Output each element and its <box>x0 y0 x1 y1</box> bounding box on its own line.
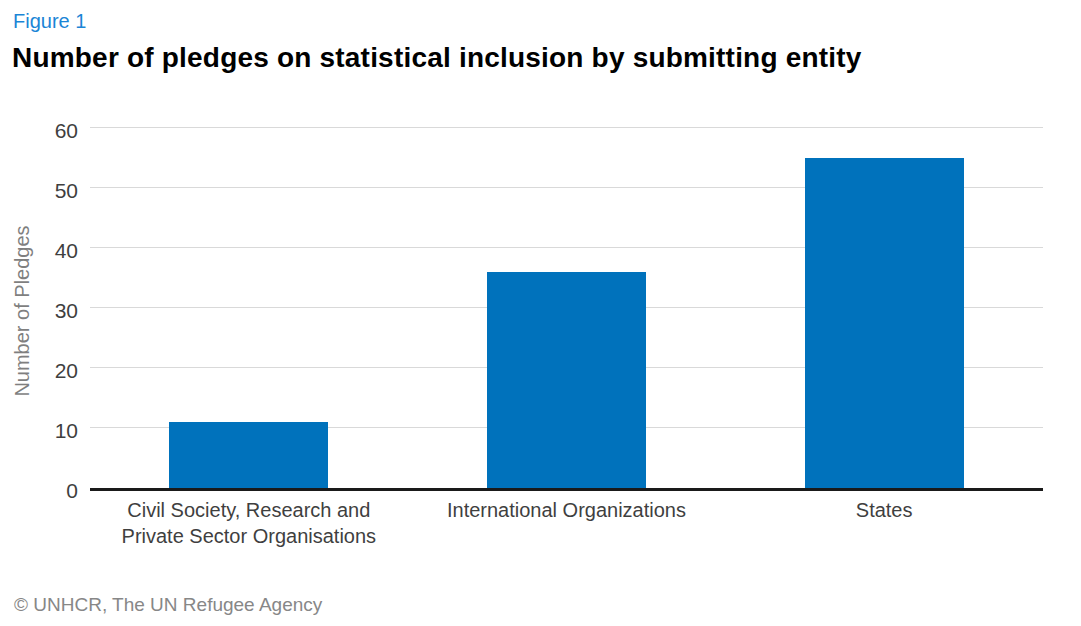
figure-page: Figure 1 Number of pledges on statistica… <box>0 0 1081 626</box>
bar-chart: Number of Pledges 0102030405060 Civil So… <box>0 0 1081 626</box>
x-category-label-states: States <box>725 497 1043 523</box>
y-tick-label-50: 50 <box>0 179 78 203</box>
y-tick-label-40: 40 <box>0 239 78 263</box>
bar-international-organizations <box>487 272 646 488</box>
bar-states <box>805 158 964 488</box>
y-tick-label-30: 30 <box>0 299 78 323</box>
y-tick-labels: 0102030405060 <box>0 131 78 491</box>
y-tick-label-0: 0 <box>0 479 78 503</box>
y-tick-label-20: 20 <box>0 359 78 383</box>
y-tick-label-60: 60 <box>0 119 78 143</box>
plot-area <box>90 131 1043 491</box>
copyright-footer: © UNHCR, The UN Refugee Agency <box>14 594 322 616</box>
gridline-60 <box>90 127 1043 128</box>
x-category-label-civil-society-research-and: Civil Society, Research and Private Sect… <box>90 497 408 549</box>
y-tick-label-10: 10 <box>0 419 78 443</box>
x-category-label-international-organizations: International Organizations <box>408 497 726 523</box>
bar-civil-society-research-and <box>169 422 328 488</box>
